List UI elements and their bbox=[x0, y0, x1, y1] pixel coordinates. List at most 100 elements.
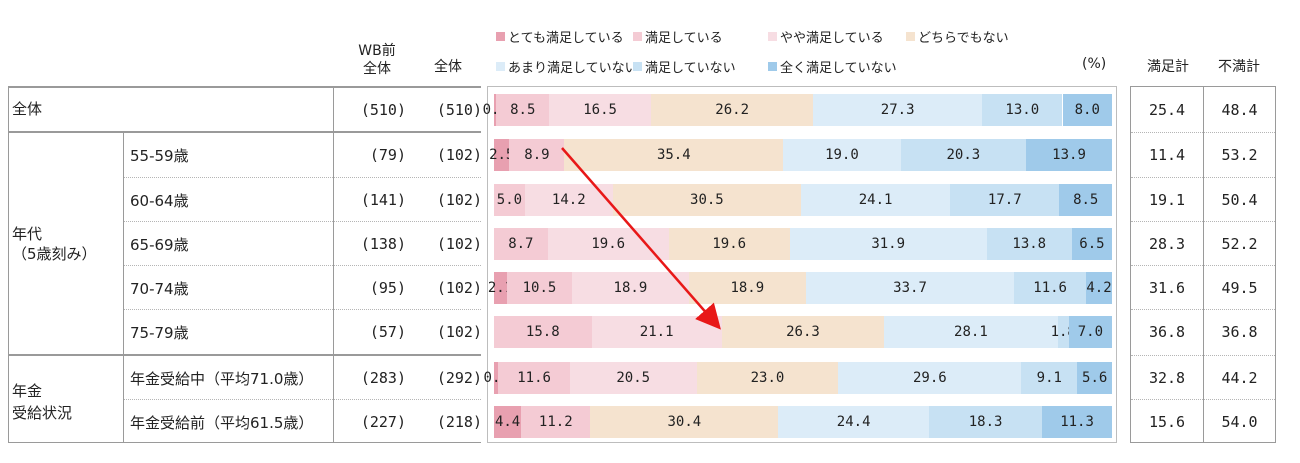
legend-swatch bbox=[906, 32, 915, 41]
bar-segment: 27.3 bbox=[813, 93, 983, 126]
bar-segment: 24.4 bbox=[778, 406, 930, 438]
bar-segment: 30.4 bbox=[590, 406, 779, 438]
total-row-separator bbox=[1131, 177, 1275, 178]
bar-segment: 35.4 bbox=[564, 139, 784, 171]
table-header-border bbox=[8, 87, 481, 88]
totals-left-border bbox=[1130, 86, 1131, 443]
bar-value-label: 8.0 bbox=[1074, 101, 1100, 118]
bar-segment: 11.6 bbox=[498, 362, 570, 394]
legend-item: 全く満足していない bbox=[768, 57, 897, 76]
sample-size: (102) bbox=[436, 323, 482, 341]
bar-segment: 16.5 bbox=[549, 93, 652, 126]
total-row-separator bbox=[1131, 355, 1275, 356]
sample-size: (292) bbox=[436, 369, 482, 387]
bar-segment: 31.9 bbox=[789, 228, 987, 260]
group-label-age: 年代 （5歳刻み） bbox=[12, 225, 97, 263]
row-label: 70-74歳 bbox=[130, 279, 189, 298]
bar-segment: 26.3 bbox=[721, 316, 885, 348]
bar-value-label: 20.3 bbox=[946, 147, 981, 163]
row-separator bbox=[124, 309, 481, 310]
legend-swatch bbox=[768, 62, 777, 71]
bar-value-label: 13.0 bbox=[1005, 101, 1040, 118]
bar-value-label: 8.7 bbox=[508, 236, 534, 252]
bar-value-label: 8.9 bbox=[524, 147, 550, 163]
bar-value-label: 4.2 bbox=[1086, 280, 1112, 296]
bar-segment: 13.0 bbox=[982, 93, 1063, 126]
bar-segment: 17.7 bbox=[950, 184, 1060, 216]
legend-item: あまり満足していない bbox=[496, 57, 638, 76]
dissatisfied-total: 50.4 bbox=[1221, 191, 1258, 209]
bar-segment: 33.7 bbox=[805, 272, 1015, 304]
bar-segment: 10.5 bbox=[506, 272, 572, 304]
bar-value-label: 28.1 bbox=[954, 324, 988, 340]
bar-segment: 8.0 bbox=[1062, 93, 1112, 126]
bar-segment: 18.9 bbox=[571, 272, 689, 304]
wb-before-header: WB前 全体 bbox=[358, 43, 396, 77]
sample-size: (102) bbox=[436, 235, 482, 253]
bar-segment: 20.5 bbox=[569, 362, 697, 394]
dissatisfied-total: 52.2 bbox=[1221, 235, 1258, 253]
bar-segment: 11.2 bbox=[521, 406, 591, 438]
bar-value-label: 18.9 bbox=[613, 280, 648, 296]
wb-sample-size: (283) bbox=[360, 369, 406, 387]
legend-label: やや満足している bbox=[780, 31, 884, 46]
bar-value-label: 13.8 bbox=[1012, 236, 1047, 252]
bar-value-label: 11.6 bbox=[1033, 280, 1067, 296]
bar-segment: 18.3 bbox=[929, 406, 1043, 438]
wb-sample-size: (57) bbox=[369, 323, 406, 341]
legend-item: とても満足している bbox=[496, 27, 624, 46]
bar-value-label: 11.3 bbox=[1060, 414, 1094, 430]
bar-value-label: 13.9 bbox=[1052, 147, 1086, 163]
bar-value-label: 8.5 bbox=[1073, 192, 1099, 208]
bar-value-label: 26.2 bbox=[715, 101, 750, 118]
table-bottom-border bbox=[8, 442, 481, 443]
bar-segment: 20.3 bbox=[900, 139, 1027, 171]
bar-segment: 9.1 bbox=[1021, 362, 1078, 394]
satisfied-total: 15.6 bbox=[1148, 413, 1186, 431]
bar-value-label: 5.6 bbox=[1082, 370, 1108, 386]
bar-value-label: 11.2 bbox=[538, 414, 573, 430]
legend-label: 全く満足していない bbox=[780, 61, 897, 76]
group-divider-2b bbox=[8, 355, 481, 356]
legend-label: とても満足している bbox=[508, 31, 624, 46]
satisfied-total-header: 満足計 bbox=[1147, 59, 1189, 75]
bar-segment: 8.5 bbox=[1059, 184, 1112, 216]
bar-value-label: 15.8 bbox=[525, 324, 560, 340]
dissatisfied-total: 49.5 bbox=[1221, 279, 1258, 297]
group-divider-1b bbox=[8, 132, 481, 133]
row-label: 55-59歳 bbox=[130, 146, 189, 165]
wb-sample-size: (95) bbox=[369, 279, 406, 297]
total-row-separator bbox=[1131, 309, 1275, 310]
satisfied-total: 25.4 bbox=[1148, 100, 1186, 119]
row-label: 65-69歳 bbox=[130, 235, 189, 254]
bar-value-label: 26.3 bbox=[786, 324, 820, 340]
row-label: 年金受給中（平均71.0歳） bbox=[130, 369, 314, 388]
sample-size: (218) bbox=[436, 413, 482, 431]
bar-value-label: 18.9 bbox=[730, 280, 765, 296]
dissatisfied-total: 48.4 bbox=[1221, 100, 1258, 119]
bar-segment: 2.1 bbox=[488, 272, 513, 304]
bar-segment: 28.1 bbox=[884, 316, 1058, 348]
table-top-border bbox=[8, 86, 481, 87]
bar-segment: 19.6 bbox=[668, 228, 790, 260]
satisfied-total: 19.1 bbox=[1148, 191, 1186, 209]
row-separator bbox=[124, 399, 481, 400]
bar-segment: 5.6 bbox=[1077, 362, 1112, 394]
sample-size: (102) bbox=[436, 146, 482, 164]
bar-segment: 4.2 bbox=[1086, 272, 1112, 304]
bar-value-label: 24.4 bbox=[836, 414, 871, 430]
row-separator bbox=[124, 221, 481, 222]
bar-value-label: 18.3 bbox=[968, 414, 1003, 430]
bar-segment: 7.0 bbox=[1068, 316, 1112, 348]
bar-value-label: 21.1 bbox=[639, 324, 674, 340]
total-row-separator bbox=[1131, 399, 1275, 400]
group-label-pension: 年金 受給状況 bbox=[12, 382, 73, 422]
bar-segment: 11.3 bbox=[1042, 406, 1112, 438]
bar-segment: 15.8 bbox=[494, 316, 592, 348]
satisfied-total: 31.6 bbox=[1148, 279, 1186, 297]
bar-segment: 19.0 bbox=[783, 139, 901, 171]
bar-value-label: 9.1 bbox=[1036, 370, 1062, 386]
bar-value-label: 27.3 bbox=[880, 101, 915, 118]
bar-segment: 8.7 bbox=[494, 228, 548, 260]
